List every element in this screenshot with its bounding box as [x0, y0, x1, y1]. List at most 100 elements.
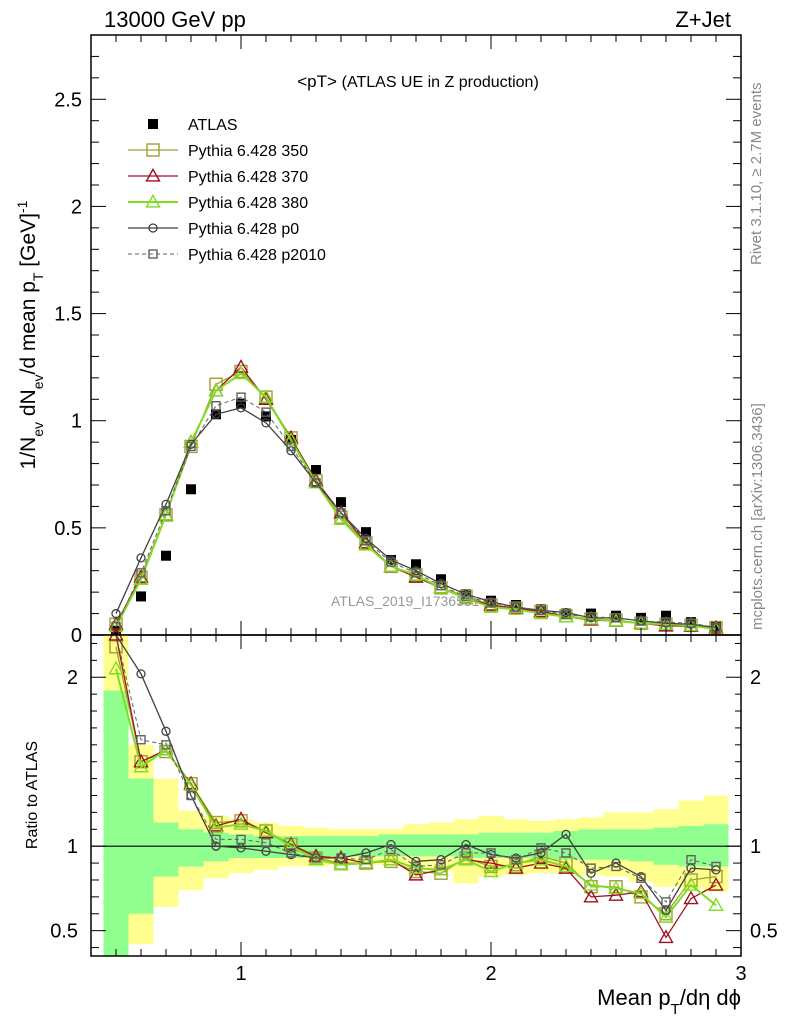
ratio-series-line: [115, 668, 717, 919]
data-point: [236, 403, 246, 413]
plot-title-main: <pT>: [297, 72, 337, 91]
data-point: [436, 581, 446, 591]
ratio-point: [333, 856, 349, 871]
y-tick-label: 0: [71, 625, 82, 647]
ratio-point: [386, 844, 396, 855]
data-point: [536, 604, 546, 615]
ratio-point: [683, 890, 699, 905]
ratio-point: [583, 876, 599, 891]
data-point: [133, 571, 149, 585]
ratio-point: [461, 848, 471, 858]
ratio-point: [186, 790, 196, 801]
y-tick-label: 0.5: [54, 518, 82, 540]
ratio-point: [558, 858, 574, 873]
ratio-point: [211, 834, 221, 845]
ratio-point: [211, 841, 221, 851]
ratio-band-inner-bin: [553, 830, 579, 860]
data-point: [386, 557, 396, 567]
ratio-point: [236, 834, 246, 845]
legend-item-atlas: ATLAS: [148, 117, 238, 134]
data-point: [536, 605, 546, 616]
series-line: [115, 366, 717, 629]
data-point: [636, 616, 646, 626]
x-tick-label: 3: [735, 963, 746, 985]
ratio-point: [208, 819, 224, 834]
ratio-point: [136, 735, 146, 745]
ratio-point: [608, 880, 624, 895]
legend-label: Pythia 6.428 380: [188, 195, 308, 212]
legend-item-pythia-6-428-350: Pythia 6.428 350: [128, 143, 308, 160]
ratio-point: [659, 907, 673, 921]
data-point: [308, 474, 324, 489]
data-point: [283, 431, 299, 446]
plot-subtitle: (ATLAS UE in Z production): [342, 74, 539, 91]
ratio-band-inner-bin: [428, 834, 454, 857]
ratio-point: [436, 855, 446, 865]
ratio-point: [183, 775, 199, 790]
side-text-bottom: mcplots.cern.ch [arXiv:1306.3436]: [749, 403, 766, 630]
data-point: [411, 559, 421, 570]
ratio-plot-frame: [90, 634, 742, 957]
ratio-point: [711, 861, 721, 872]
ratio-point: [708, 897, 724, 911]
ratio-point: [508, 855, 524, 869]
ratio-band-inner-bin: [178, 829, 204, 867]
legend: ATLAS Pythia 6.428 350 Pythia 6.428 370 Pyt…: [128, 117, 326, 264]
series-line: [115, 396, 717, 628]
data-point: [511, 602, 521, 612]
series-line: [115, 372, 717, 631]
data-point: [686, 617, 696, 628]
data-point: [111, 608, 121, 619]
ratio-point: [109, 640, 123, 654]
ratio-y-tick-label: 1: [67, 836, 78, 858]
ratio-point: [561, 829, 571, 840]
ratio-band-inner-bin: [578, 829, 604, 860]
ratio-point: [533, 851, 549, 866]
ratio-point: [558, 860, 574, 874]
data-point: [311, 478, 321, 488]
ratio-point: [258, 822, 274, 837]
data-point: [711, 621, 721, 632]
main-plot-panel: 0 0.5 1 1.5 2 2.5 <pT> (ATLAS UE in Z product…: [54, 34, 742, 649]
ratio-point: [361, 848, 371, 858]
data-point: [686, 618, 696, 628]
ratio-band-inner-bin: [478, 832, 504, 859]
data-point: [561, 608, 571, 619]
legend-label: Pythia 6.428 350: [188, 143, 308, 160]
data-point: [136, 553, 146, 563]
data-point: [336, 497, 346, 508]
ratio-point: [533, 855, 549, 869]
legend-marker: [148, 249, 158, 259]
ratio-point: [411, 856, 421, 867]
ratio-point: [586, 863, 596, 873]
ratio-point: [336, 853, 346, 863]
legend-marker: [146, 143, 160, 157]
x-axis-title: Mean pT/dη dϕ: [597, 985, 741, 1018]
ratio-point: [233, 816, 249, 830]
ratio-point: [108, 660, 124, 675]
ratio-point: [608, 887, 624, 901]
ratio-point: [261, 838, 271, 848]
data-point: [361, 536, 371, 546]
data-point: [661, 610, 671, 621]
ratio-point: [358, 855, 374, 869]
data-point: [136, 568, 146, 578]
ratio-point: [161, 726, 171, 736]
ratio-point: [708, 876, 724, 891]
data-point: [361, 527, 371, 538]
ratio-point: [208, 817, 224, 832]
legend-label: Pythia 6.428 p0: [188, 221, 299, 238]
data-point: [411, 568, 421, 578]
ratio-y-tick-label-right: 1: [750, 836, 761, 858]
data-point: [161, 550, 171, 561]
ratio-point: [133, 758, 149, 773]
watermark: ATLAS_2019_I1736531: [331, 593, 480, 609]
ratio-point: [311, 853, 321, 863]
ratio-band-inner-bin: [403, 834, 429, 857]
ratio-point: [658, 929, 674, 944]
data-point: [233, 359, 249, 373]
x-tick-label: 1: [235, 963, 246, 985]
ratio-y-tick-label: 2: [67, 667, 78, 689]
ratio-point: [483, 863, 499, 878]
